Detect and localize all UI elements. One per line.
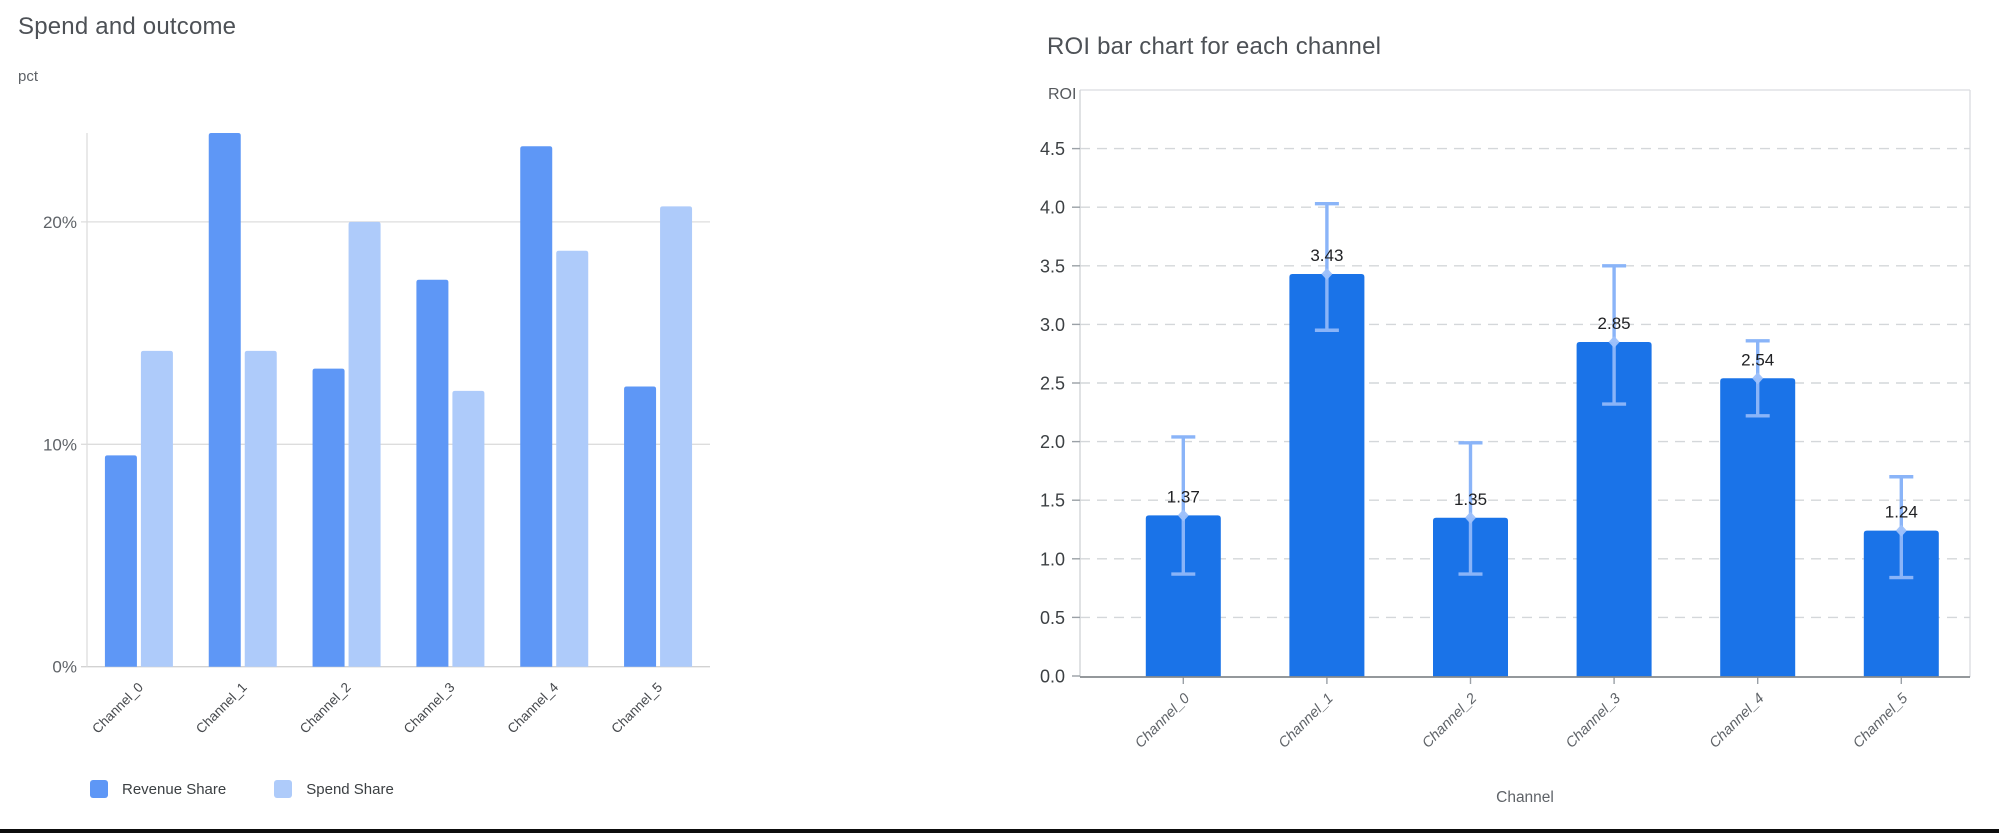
bar-spend-share-channel_0[interactable] xyxy=(140,350,173,667)
bar-spend-share-channel_3[interactable] xyxy=(452,390,485,667)
bar-revenue-share-channel_2[interactable] xyxy=(312,368,345,667)
y-tick-label: 20% xyxy=(43,213,77,232)
legend-item-revenue-share[interactable]: Revenue Share xyxy=(90,780,226,798)
page-title: Spend and outcome xyxy=(18,13,237,40)
spend-share-swatch xyxy=(274,780,293,798)
bar-revenue-share-channel_5[interactable] xyxy=(624,386,657,667)
spend-outcome-chart: Spend and outcome pct 0% 10% 20% Channel_0 C… xyxy=(0,0,980,838)
bar-roi-channel_4[interactable] xyxy=(1720,378,1796,677)
y-tick-label: 3.0 xyxy=(1040,315,1065,335)
bar-roi-channel_3[interactable] xyxy=(1576,341,1652,677)
bar-revenue-share-channel_1[interactable] xyxy=(208,132,241,667)
y-tick-label: 4.0 xyxy=(1040,198,1065,218)
y-tick-label: 2.0 xyxy=(1040,432,1065,452)
x-tick-label: Channel_2 xyxy=(297,680,354,737)
bar-roi-channel_0[interactable] xyxy=(1145,515,1221,677)
bar-spend-share-channel_2[interactable] xyxy=(348,221,381,667)
bar-spend-share-channel_5[interactable] xyxy=(660,206,693,667)
page-title: ROI bar chart for each channel xyxy=(1047,33,1382,60)
bar-revenue-share-channel_4[interactable] xyxy=(520,146,553,667)
y-tick-label: 1.0 xyxy=(1040,549,1065,569)
bar-spend-share-channel_1[interactable] xyxy=(244,350,277,667)
x-tick-label: Channel_0 xyxy=(1132,691,1193,752)
x-tick-label: Channel_3 xyxy=(1563,691,1624,752)
x-tick-label: Channel_0 xyxy=(89,680,146,737)
bar-revenue-share-channel_3[interactable] xyxy=(416,279,449,667)
bar-revenue-share-channel_0[interactable] xyxy=(104,455,137,667)
bar-roi-channel_5[interactable] xyxy=(1863,530,1939,677)
legend-item-spend-share[interactable]: Spend Share xyxy=(274,780,394,798)
bar-spend-share-channel_4[interactable] xyxy=(556,250,589,667)
error-marker xyxy=(1177,509,1189,522)
error-marker xyxy=(1321,268,1333,281)
y-axis-caption: ROI xyxy=(1048,86,1077,103)
x-tick-label: Channel_1 xyxy=(1276,691,1337,752)
error-marker xyxy=(1895,524,1907,537)
bar-roi-channel_2[interactable] xyxy=(1433,517,1508,677)
bar-value-label: 1.37 xyxy=(1167,487,1200,506)
error-marker xyxy=(1608,335,1620,348)
window-bottom-border xyxy=(0,829,1999,833)
error-marker xyxy=(1752,372,1764,385)
legend: Revenue Share Spend Share xyxy=(90,780,442,798)
x-tick-label: Channel_1 xyxy=(193,680,250,737)
x-tick-label: Channel_4 xyxy=(1707,691,1768,752)
x-tick-label: Channel_2 xyxy=(1419,691,1480,752)
bar-value-label: 2.54 xyxy=(1741,350,1774,369)
roi-chart: ROI bar chart for each channel ROI 0.0 0.… xyxy=(980,0,1999,838)
y-tick-label: 1.5 xyxy=(1040,491,1065,511)
x-axis-title: Channel xyxy=(1496,789,1554,806)
bar-value-label: 1.35 xyxy=(1454,490,1487,509)
bar-value-label: 3.43 xyxy=(1310,246,1343,265)
legend-label: Revenue Share xyxy=(122,780,227,798)
y-tick-label: 0.0 xyxy=(1040,667,1065,687)
legend-label: Spend Share xyxy=(306,780,394,798)
bar-value-label: 1.24 xyxy=(1885,503,1918,522)
x-tick-label: Channel_5 xyxy=(608,680,665,737)
y-tick-label: 0% xyxy=(52,658,77,677)
x-tick-label: Channel_4 xyxy=(505,679,562,736)
x-tick-label: Channel_3 xyxy=(401,680,458,737)
y-tick-label: 4.5 xyxy=(1040,139,1065,159)
error-marker xyxy=(1465,511,1476,524)
grouped-bar-plot: 0% 10% 20% Channel_0 Channel_1 Channel_2 Chann… xyxy=(43,132,710,737)
bar-roi-channel_1[interactable] xyxy=(1289,274,1365,677)
y-tick-label: 3.5 xyxy=(1040,256,1065,276)
y-tick-label: 2.5 xyxy=(1040,374,1065,394)
roi-bar-plot: 0.0 0.5 1.0 1.5 2.0 2.5 3.0 3.5 4.0 4.5 1.37 Channe… xyxy=(1040,89,1971,752)
y-tick-label: 10% xyxy=(43,435,77,454)
y-tick-label: 0.5 xyxy=(1040,608,1065,628)
revenue-share-swatch xyxy=(90,780,108,798)
x-tick-label: Channel_5 xyxy=(1850,690,1912,752)
y-axis-caption: pct xyxy=(18,68,39,85)
bar-value-label: 2.85 xyxy=(1598,314,1631,333)
